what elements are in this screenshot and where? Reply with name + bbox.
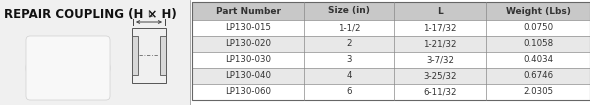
Text: 2.0305: 2.0305: [523, 87, 553, 96]
Bar: [192, 2, 590, 20]
Text: 1-1/2: 1-1/2: [337, 24, 360, 33]
Text: 6: 6: [346, 87, 352, 96]
Text: LP130-040: LP130-040: [225, 72, 271, 81]
Text: L: L: [437, 7, 443, 16]
Text: LP130-015: LP130-015: [225, 24, 271, 33]
Text: 3: 3: [346, 56, 352, 64]
Bar: [192, 2, 590, 100]
Text: Size (in): Size (in): [328, 7, 370, 16]
FancyBboxPatch shape: [26, 36, 110, 100]
Text: 0.1058: 0.1058: [523, 39, 553, 49]
Text: REPAIR COUPLING (H × H): REPAIR COUPLING (H × H): [4, 8, 177, 21]
Text: 1-21/32: 1-21/32: [423, 39, 457, 49]
Text: 3-25/32: 3-25/32: [423, 72, 457, 81]
Bar: [192, 36, 590, 52]
Text: 4: 4: [346, 72, 352, 81]
Text: 3-7/32: 3-7/32: [426, 56, 454, 64]
Ellipse shape: [26, 38, 110, 98]
Bar: [192, 68, 590, 84]
Text: 6-11/32: 6-11/32: [423, 87, 457, 96]
Bar: [132, 28, 166, 83]
Text: LP130-030: LP130-030: [225, 56, 271, 64]
Bar: [192, 52, 590, 68]
Text: Weight (Lbs): Weight (Lbs): [506, 7, 571, 16]
Text: L: L: [147, 10, 151, 19]
Text: 2: 2: [346, 39, 352, 49]
Text: 0.6746: 0.6746: [523, 72, 553, 81]
Bar: [160, 36, 166, 75]
Bar: [192, 20, 590, 36]
Text: 0.4034: 0.4034: [523, 56, 553, 64]
Bar: [192, 84, 590, 100]
Text: LP130-020: LP130-020: [225, 39, 271, 49]
Text: Part Number: Part Number: [215, 7, 280, 16]
Text: 0.0750: 0.0750: [523, 24, 553, 33]
Bar: [132, 36, 138, 75]
Text: LP130-060: LP130-060: [225, 87, 271, 96]
Text: 1-17/32: 1-17/32: [423, 24, 457, 33]
Bar: [0, 0, 190, 105]
